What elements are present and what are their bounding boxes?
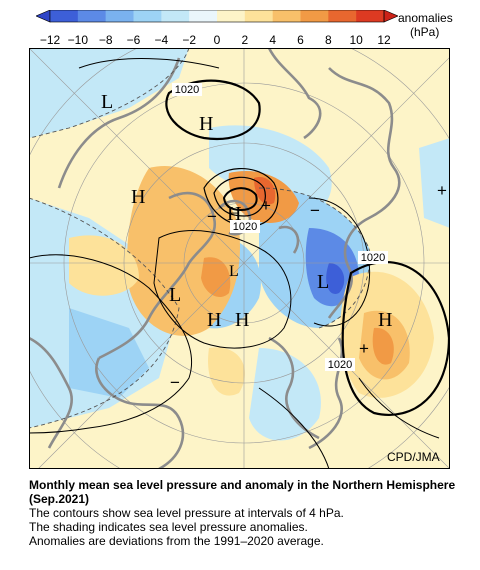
colorbar-swatch	[50, 10, 79, 22]
polar-map: 1020 1020 1020 1020 L H H H L H H L H L	[29, 48, 450, 469]
low-pressure-marker: L	[317, 271, 329, 293]
colorbar-label: anomalies	[398, 11, 453, 25]
contour-label-group: 1020 1020 1020 1020	[172, 83, 388, 371]
graticule	[29, 48, 450, 469]
colorbar-tick-label: 10	[349, 33, 363, 47]
negative-anomaly-marker: −	[310, 201, 320, 220]
contour-label: 1020	[328, 359, 352, 371]
colorbar-swatch	[217, 10, 246, 22]
colorbar-tick-label: −8	[98, 33, 113, 47]
positive-anomaly-marker: +	[359, 339, 369, 358]
figure-caption: Monthly mean sea level pressure and anom…	[29, 478, 469, 548]
map-frame	[29, 48, 450, 469]
colorbar-tick-label: −12	[39, 33, 61, 47]
caption-line: The shading indicates sea level pressure…	[29, 520, 308, 534]
high-pressure-marker: H	[235, 309, 249, 331]
colorbar-swatch	[356, 10, 385, 22]
colorbar-unit-label: anomalies (hPa)	[398, 11, 453, 39]
colorbar-min-arrow	[36, 10, 51, 23]
coastlines	[29, 48, 401, 469]
high-pressure-marker: H	[227, 203, 241, 225]
low-pressure-marker: L	[169, 284, 181, 306]
high-pressure-marker: H	[199, 113, 213, 135]
colorbar-unit: (hPa)	[410, 25, 440, 39]
colorbar-tick-label: 12	[377, 33, 391, 47]
colorbar-tick-label: −4	[154, 33, 169, 47]
positive-anomaly-marker: +	[261, 196, 271, 215]
caption-line: The contours show sea level pressure at …	[29, 506, 344, 520]
colorbar-tick-label: 8	[324, 33, 332, 47]
colorbar-swatch	[77, 10, 106, 22]
low-pressure-marker: L	[101, 91, 113, 113]
colorbar-tick-label: −10	[67, 33, 89, 47]
pressure-center-group: L H H H L H H L H L	[101, 91, 392, 331]
map-canvas: 1020 1020 1020 1020 L H H H L H H L H L	[29, 48, 450, 469]
contour-label: 1020	[175, 84, 199, 96]
high-pressure-marker: H	[378, 309, 392, 331]
colorbar-swatch	[133, 10, 162, 22]
anomaly-sign-group: + + + − − −	[170, 181, 447, 392]
anomaly-colorbar: −12 −10 −8 −6 −4 −2 0 2 4 6 8 10 12	[36, 10, 398, 47]
caption-title: Monthly mean sea level pressure and anom…	[29, 478, 456, 506]
colorbar-tick-label: −2	[182, 33, 196, 47]
colorbar-tick-label: 2	[241, 33, 249, 47]
colorbar-swatch	[161, 10, 190, 22]
colorbar-swatch	[272, 10, 301, 22]
low-pressure-marker: L	[229, 263, 239, 280]
colorbar-max-arrow	[383, 10, 398, 23]
negative-anomaly-marker: −	[207, 207, 217, 226]
negative-anomaly-marker: −	[170, 373, 180, 392]
colorbar-tick-label: 6	[297, 33, 304, 47]
high-pressure-marker: H	[207, 309, 221, 331]
colorbar-scale	[36, 10, 398, 23]
positive-anomaly-marker: +	[437, 181, 447, 200]
contour-label: 1020	[361, 252, 385, 264]
colorbar-swatch	[105, 10, 134, 22]
colorbar-swatch	[189, 10, 218, 22]
colorbar-tick-label: 0	[213, 33, 221, 47]
colorbar-swatch	[300, 10, 329, 22]
colorbar-swatch	[244, 10, 273, 22]
contour-label: 1020	[233, 221, 257, 233]
colorbar-tick-label: 4	[269, 33, 276, 47]
map-credit: CPD/JMA	[387, 450, 440, 464]
colorbar-tick-label: −6	[126, 33, 141, 47]
high-pressure-marker: H	[131, 186, 145, 208]
colorbar-swatch	[328, 10, 357, 22]
caption-line: Anomalies are deviations from the 1991–2…	[29, 534, 324, 548]
